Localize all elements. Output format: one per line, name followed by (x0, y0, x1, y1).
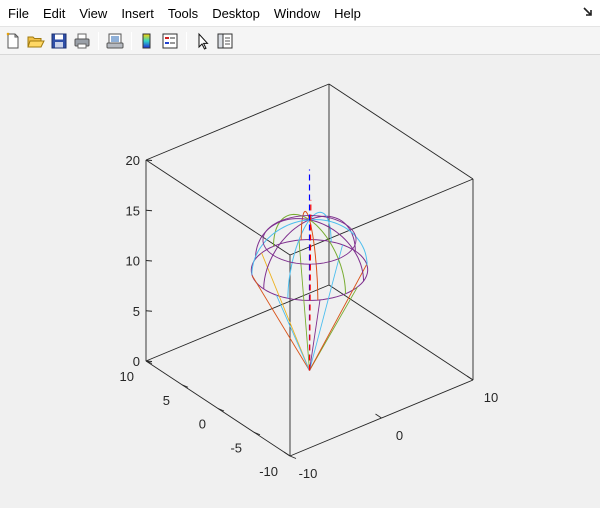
menu-bar: File Edit View Insert Tools Desktop Wind… (0, 0, 600, 27)
z-tick-label: 15 (126, 203, 140, 218)
z-tick (145, 159, 153, 161)
insert-legend-icon (162, 33, 178, 49)
y-tick (217, 408, 225, 412)
print-figure-button[interactable] (71, 30, 93, 52)
box-edge (145, 159, 291, 256)
tick-marks (145, 159, 474, 459)
insert-colorbar-button[interactable] (136, 30, 158, 52)
x-tick-label: -10 (299, 466, 318, 481)
x-tick (375, 413, 382, 419)
insert-colorbar-icon (142, 33, 151, 49)
box-edge (145, 83, 330, 161)
axes-box (145, 83, 474, 457)
box-edge (328, 83, 474, 180)
new-figure-button[interactable] (2, 30, 24, 52)
plot-browser-button[interactable] (214, 30, 236, 52)
plot-lines (250, 169, 369, 371)
link-plot-icon (106, 33, 124, 49)
edit-plot-icon (198, 32, 209, 50)
save-figure-icon (51, 33, 67, 49)
cone-line (261, 252, 310, 371)
box-edge (289, 178, 474, 256)
print-figure-icon (74, 33, 90, 49)
z-tick (145, 260, 153, 262)
menu-insert[interactable]: Insert (121, 5, 154, 21)
y-tick-label: 10 (120, 369, 134, 384)
cone-line (309, 299, 321, 371)
link-plot-button[interactable] (104, 30, 126, 52)
z-tick-label: 20 (126, 153, 140, 168)
cone-line (298, 240, 310, 371)
z-tick (145, 209, 153, 212)
open-file-button[interactable] (25, 30, 47, 52)
y-tick (145, 360, 153, 364)
dashed-line (308, 199, 312, 371)
z-tick-label: 5 (133, 304, 140, 319)
x-tick (466, 375, 474, 381)
insert-legend-button[interactable] (159, 30, 181, 52)
y-tick-label: 0 (199, 417, 206, 432)
y-tick (253, 431, 261, 436)
cone-line (276, 294, 310, 371)
hemisphere-latitude (262, 215, 357, 265)
new-figure-icon (6, 32, 19, 49)
x-tick (283, 451, 291, 457)
edit-plot-button[interactable] (192, 30, 214, 52)
box-edge (145, 284, 330, 362)
box-edge (328, 284, 474, 381)
save-figure-button[interactable] (48, 30, 70, 52)
plot-browser-icon (217, 33, 233, 49)
figure-area: 0 5 10 15 20 -10 -5 0 5 10 -10 0 10 (0, 56, 600, 508)
open-file-icon (27, 36, 45, 48)
y-tick-label: -10 (259, 464, 278, 479)
figure-toolbar (0, 27, 600, 55)
menu-desktop[interactable]: Desktop (212, 5, 260, 21)
y-tick-label: 5 (163, 393, 170, 408)
menu-window[interactable]: Window (273, 5, 321, 21)
menu-tools[interactable]: Tools (167, 5, 199, 21)
x-tick-label: 10 (484, 390, 498, 405)
y-tick (181, 384, 189, 388)
z-tick-label: 10 (126, 254, 140, 269)
dock-arrow-icon[interactable] (582, 6, 594, 18)
y-tick-label: -5 (230, 440, 242, 455)
z-tick (145, 310, 153, 312)
menu-edit[interactable]: Edit (42, 5, 66, 21)
cone-line (251, 275, 310, 371)
menu-help[interactable]: Help (334, 5, 361, 21)
menu-file[interactable]: File (8, 5, 29, 21)
cone-line (309, 264, 368, 371)
y-tick (289, 455, 297, 459)
z-tick-label: 0 (133, 354, 140, 369)
cone-line (309, 244, 344, 371)
x-tick-label: 0 (396, 428, 403, 443)
menu-view[interactable]: View (79, 5, 108, 21)
